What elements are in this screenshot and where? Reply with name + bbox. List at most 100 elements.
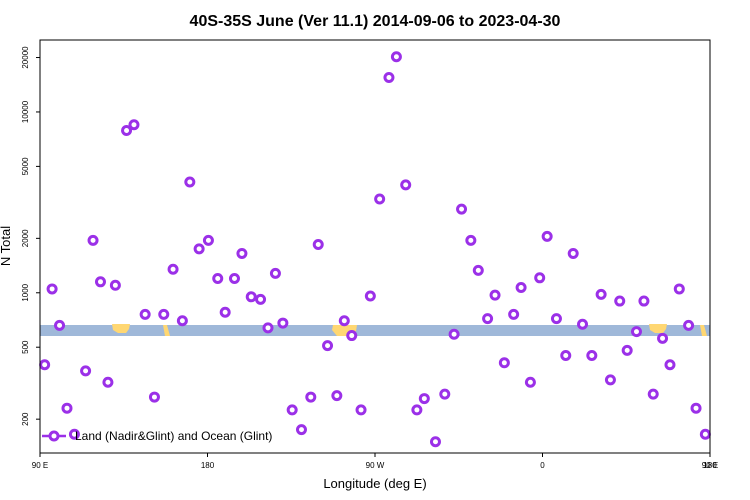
data-point	[346, 330, 358, 342]
y-axis-label: N Total	[0, 226, 13, 266]
data-point	[664, 359, 676, 371]
x-tick-label: 90 W	[366, 461, 385, 470]
data-point	[630, 326, 642, 338]
data-point	[364, 290, 376, 302]
data-point	[456, 203, 468, 215]
data-point	[621, 344, 633, 356]
data-point	[567, 247, 579, 259]
data-point	[595, 288, 607, 300]
x-tick-label: 90 E	[32, 461, 48, 470]
land-patch	[163, 325, 170, 336]
data-point	[39, 359, 51, 371]
data-point	[355, 404, 367, 416]
data-point	[411, 404, 423, 416]
data-point	[87, 234, 99, 246]
data-point	[498, 357, 510, 369]
data-point	[560, 349, 572, 361]
data-point	[219, 306, 231, 318]
y-tick-label: 5000	[21, 157, 30, 175]
data-point	[534, 272, 546, 284]
land-patch	[112, 324, 130, 333]
data-point	[429, 436, 441, 448]
data-point	[577, 318, 589, 330]
data-point	[121, 124, 133, 136]
data-point	[277, 317, 289, 329]
data-point	[68, 428, 80, 440]
data-point	[312, 238, 324, 250]
data-point	[128, 119, 140, 131]
data-point	[202, 234, 214, 246]
data-point	[61, 402, 73, 414]
axes: 90 E 180 90 W 0 90 E180200500100020005000100…	[21, 46, 718, 470]
land-patch	[700, 325, 707, 336]
data-point	[80, 365, 92, 377]
data-point	[541, 230, 553, 242]
y-tick-label: 200	[21, 412, 30, 426]
data-point	[322, 340, 334, 352]
data-point	[390, 51, 402, 63]
data-point	[176, 315, 188, 327]
ocean-strip	[40, 325, 710, 336]
data-point	[148, 391, 160, 403]
data-point	[94, 276, 106, 288]
y-tick-label: 20000	[21, 46, 30, 69]
data-point	[699, 428, 711, 440]
data-point	[489, 289, 501, 301]
data-point	[269, 267, 281, 279]
data-point	[448, 328, 460, 340]
data-point	[286, 404, 298, 416]
data-point	[657, 332, 669, 344]
data-point	[374, 193, 386, 205]
land-patch	[649, 324, 667, 333]
data-point	[184, 176, 196, 188]
chart-title: 40S-35S June (Ver 11.1) 2014-09-06 to 20…	[190, 13, 561, 30]
data-point	[482, 313, 494, 325]
data-point	[245, 291, 257, 303]
data-point	[109, 279, 121, 291]
data-point	[338, 315, 350, 327]
data-point	[255, 293, 267, 305]
plot-frame	[39, 39, 711, 454]
legend: Land (Nadir&Glint) and Ocean (Glint)	[42, 429, 272, 443]
data-point	[690, 402, 702, 414]
data-point	[604, 374, 616, 386]
y-tick-label: 1000	[21, 283, 30, 301]
land-ocean-strip	[40, 324, 710, 336]
y-tick-label: 500	[21, 340, 30, 354]
data-point	[614, 295, 626, 307]
data-points	[39, 51, 711, 448]
data-point	[400, 179, 412, 191]
data-point	[228, 272, 240, 284]
data-point	[647, 388, 659, 400]
data-point	[212, 272, 224, 284]
data-point	[638, 295, 650, 307]
x-tick-label: 90 E	[702, 461, 718, 470]
x-tick-label: 180	[201, 461, 215, 470]
data-point	[262, 322, 274, 334]
data-point	[167, 263, 179, 275]
data-point	[550, 313, 562, 325]
x-tick-label: 0	[540, 461, 545, 470]
data-point	[383, 72, 395, 84]
data-point	[439, 388, 451, 400]
data-point	[586, 349, 598, 361]
data-point	[472, 264, 484, 276]
data-point	[46, 283, 58, 295]
y-tick-label: 10000	[21, 100, 30, 123]
data-point	[305, 391, 317, 403]
data-point	[193, 243, 205, 255]
y-tick-label: 2000	[21, 229, 30, 247]
x-tick-label: 180	[703, 461, 717, 470]
data-point	[139, 308, 151, 320]
data-point	[465, 234, 477, 246]
data-point	[508, 308, 520, 320]
data-point	[102, 376, 114, 388]
data-point	[683, 319, 695, 331]
data-point	[515, 281, 527, 293]
data-point	[331, 390, 343, 402]
data-point	[54, 319, 66, 331]
legend-marker	[48, 430, 60, 442]
data-point	[158, 308, 170, 320]
data-point	[673, 283, 685, 295]
